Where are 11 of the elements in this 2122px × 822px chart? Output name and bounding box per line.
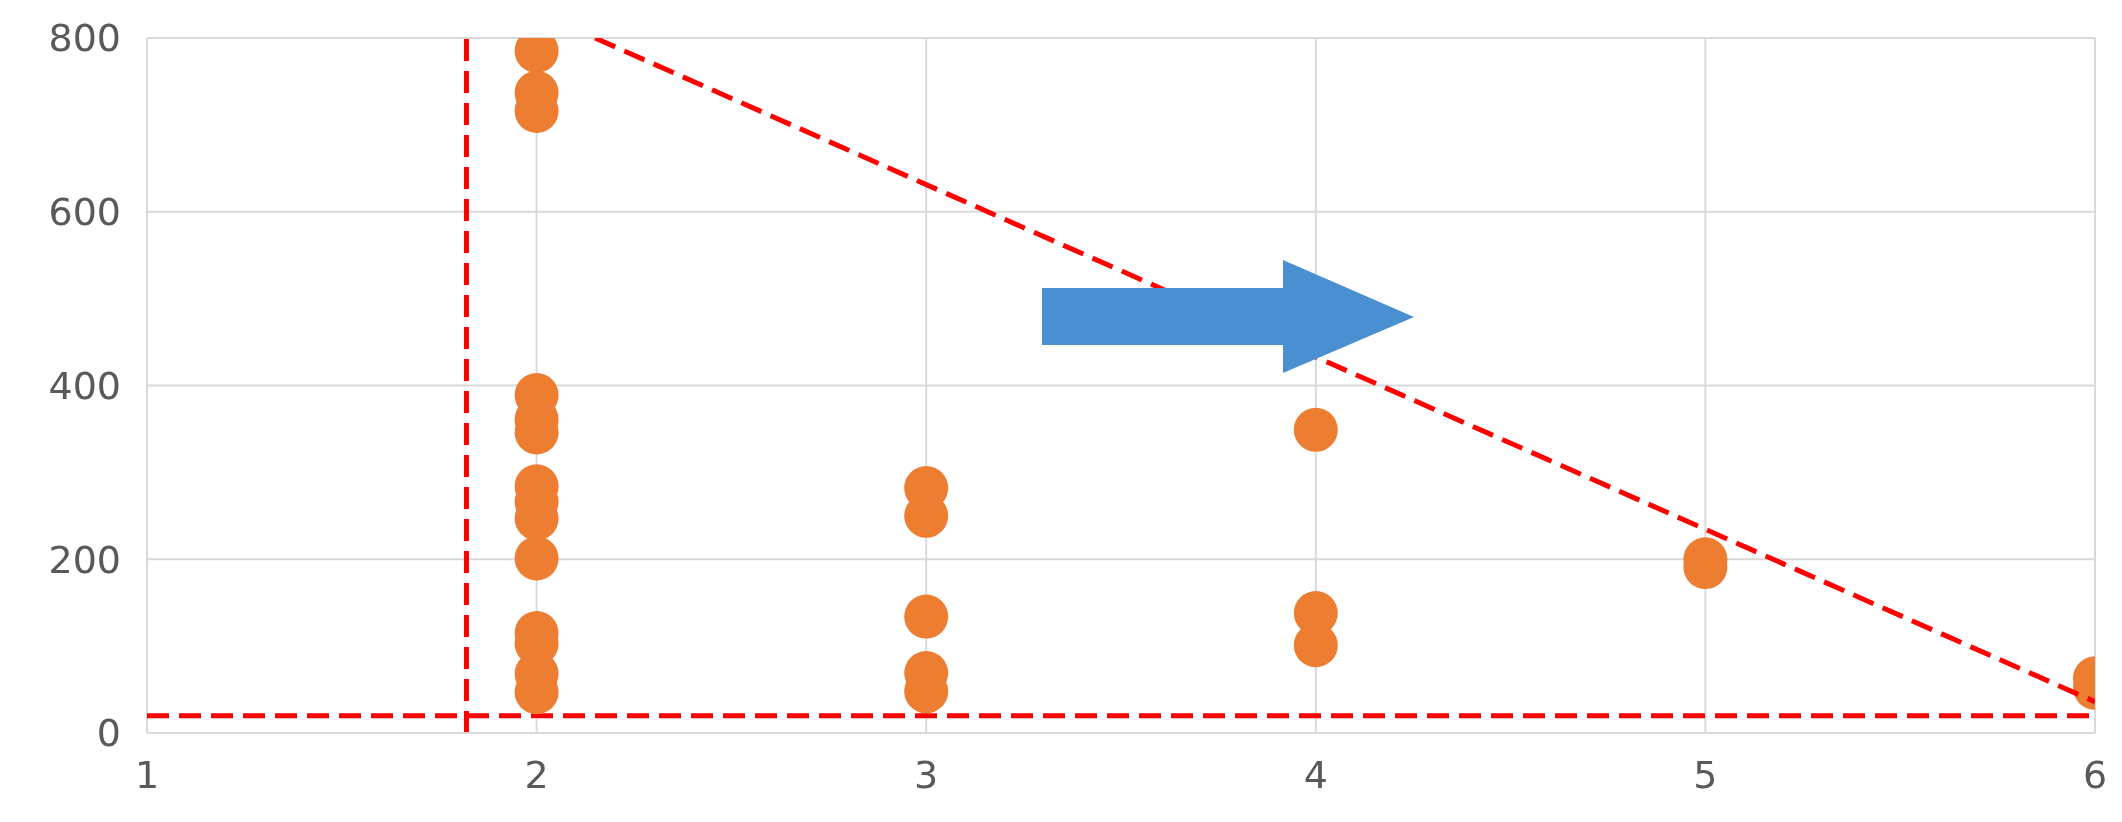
x-tick-label: 2: [524, 752, 549, 797]
x-tick-label: 1: [134, 752, 160, 797]
y-tick-label: 200: [48, 537, 121, 582]
y-tick-label: 400: [48, 363, 121, 408]
y-tick-label: 600: [48, 190, 121, 235]
x-tick-label: 5: [1693, 752, 1718, 797]
x-tick-label: 3: [914, 752, 939, 797]
x-tick-label: 6: [2082, 752, 2108, 797]
x-tick-label: 4: [1303, 752, 1328, 797]
y-tick-label: 0: [96, 711, 121, 756]
y-tick-label: 800: [48, 16, 121, 61]
